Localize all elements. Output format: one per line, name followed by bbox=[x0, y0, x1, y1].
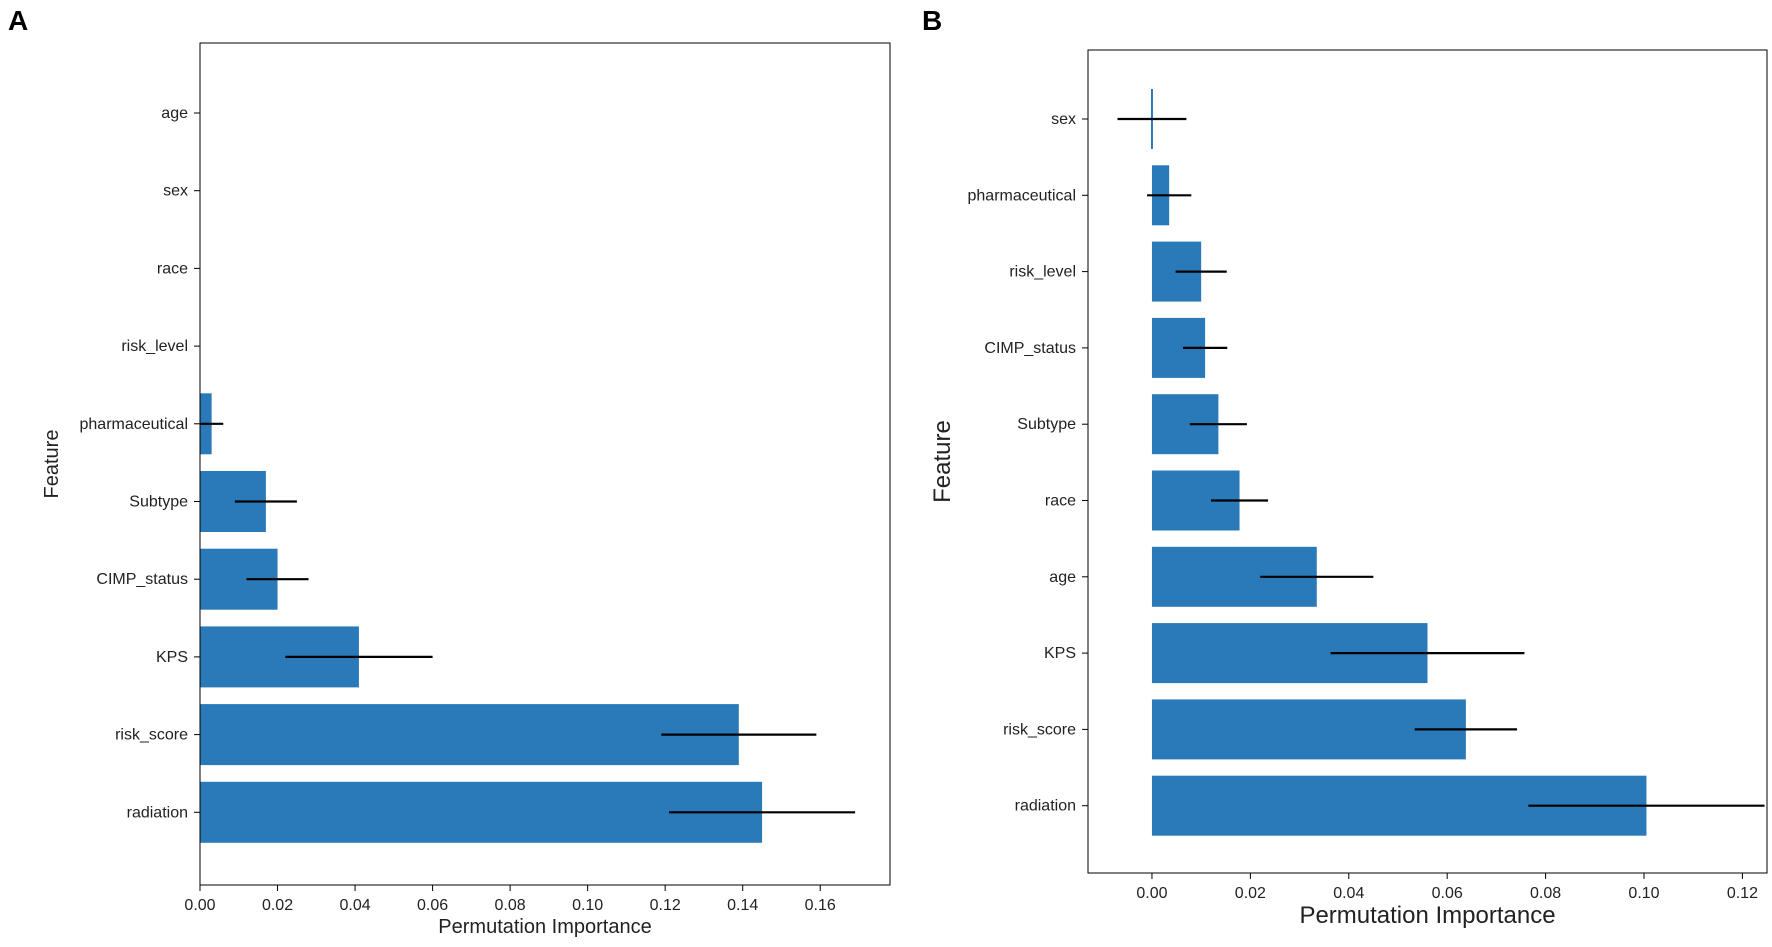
category-label: radiation bbox=[127, 804, 188, 821]
category-label: risk_level bbox=[121, 338, 188, 355]
y-axis-title: Feature bbox=[41, 430, 63, 499]
category-label: radiation bbox=[1015, 798, 1076, 815]
x-tick-label: 0.16 bbox=[805, 897, 836, 914]
x-tick-label: 0.04 bbox=[1333, 885, 1364, 902]
x-tick-label: 0.12 bbox=[1727, 885, 1758, 902]
category-label: risk_score bbox=[115, 727, 188, 744]
category-label: CIMP_status bbox=[96, 571, 188, 588]
x-tick-label: 0.06 bbox=[1432, 885, 1463, 902]
x-tick-label: 0.08 bbox=[1530, 885, 1561, 902]
x-tick-label: 0.00 bbox=[1136, 885, 1167, 902]
x-tick-label: 0.12 bbox=[650, 897, 681, 914]
x-axis-title: Permutation Importance bbox=[438, 916, 651, 938]
x-tick-label: 0.10 bbox=[572, 897, 603, 914]
category-label: Subtype bbox=[1017, 416, 1076, 433]
category-label: KPS bbox=[156, 649, 188, 666]
x-tick-label: 0.04 bbox=[339, 897, 370, 914]
x-tick-label: 0.02 bbox=[1235, 885, 1266, 902]
category-label: Subtype bbox=[129, 494, 188, 511]
x-axis-title: Permutation Importance bbox=[1299, 902, 1555, 929]
plot-frame bbox=[1087, 49, 1768, 874]
category-label: sex bbox=[1051, 111, 1076, 128]
category-label: risk_score bbox=[1003, 721, 1076, 738]
category-label: race bbox=[1045, 493, 1076, 510]
category-label: CIMP_status bbox=[984, 340, 1076, 357]
category-label: KPS bbox=[1044, 645, 1076, 662]
x-tick-label: 0.10 bbox=[1628, 885, 1659, 902]
bar-radiation bbox=[200, 781, 763, 843]
category-label: age bbox=[1049, 569, 1076, 586]
category-label: pharmaceutical bbox=[80, 416, 189, 433]
plot-frame bbox=[199, 42, 891, 886]
x-tick-label: 0.08 bbox=[495, 897, 526, 914]
panel-label: B bbox=[922, 5, 942, 36]
panel-label: A bbox=[8, 5, 28, 36]
x-tick-label: 0.02 bbox=[262, 897, 293, 914]
x-tick-label: 0.00 bbox=[184, 897, 215, 914]
category-label: sex bbox=[163, 183, 188, 200]
bar-risk_score bbox=[200, 704, 739, 766]
x-tick-label: 0.06 bbox=[417, 897, 448, 914]
category-label: age bbox=[161, 105, 188, 122]
category-label: pharmaceutical bbox=[968, 187, 1077, 204]
x-tick-label: 0.14 bbox=[727, 897, 758, 914]
bar-risk_score bbox=[1151, 699, 1466, 760]
y-axis-title: Feature bbox=[929, 420, 956, 503]
category-label: race bbox=[157, 260, 188, 277]
category-label: risk_level bbox=[1009, 264, 1076, 281]
